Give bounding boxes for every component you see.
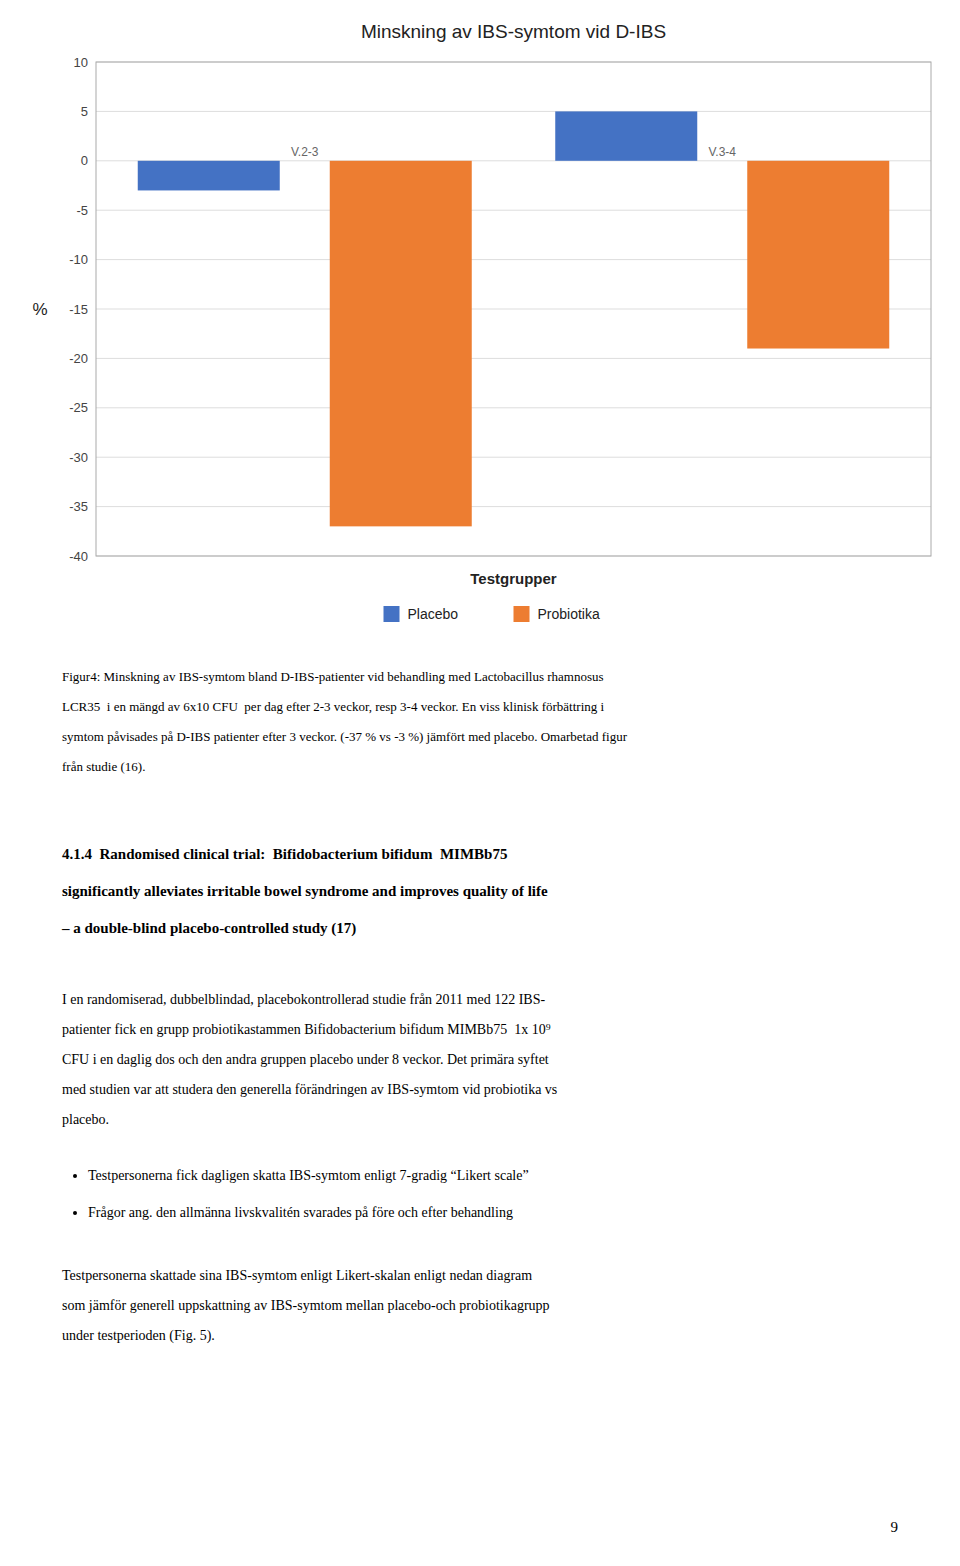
grid bbox=[96, 62, 931, 556]
plot-frame bbox=[96, 62, 931, 556]
body-line: Testpersonerna skattade sina IBS-symtom … bbox=[62, 1261, 942, 1291]
legend-swatch bbox=[384, 606, 400, 622]
y-tick-label: -35 bbox=[69, 499, 88, 514]
grid-line bbox=[96, 457, 931, 458]
page-number: 9 bbox=[891, 1519, 899, 1536]
body-line: I en randomiserad, dubbelblindad, placeb… bbox=[62, 985, 942, 1015]
bullet: Testpersonerna fick dagligen skatta IBS-… bbox=[88, 1157, 942, 1194]
y-tick-label: -10 bbox=[69, 252, 88, 267]
heading-line: – a double-blind placebo-controlled stud… bbox=[62, 910, 942, 947]
body-line: med studien var att studera den generell… bbox=[62, 1075, 942, 1105]
category-label: V.2-3 bbox=[291, 145, 319, 159]
caption-line: från studie (16). bbox=[62, 752, 942, 782]
body-line: patienter fick en grupp probiotikastamme… bbox=[62, 1015, 942, 1045]
y-tick-label: -25 bbox=[69, 400, 88, 415]
legend-swatch bbox=[514, 606, 530, 622]
text-section: Figur4: Minskning av IBS-symtom bland D-… bbox=[62, 662, 942, 1351]
body-line: som jämför generell uppskattning av IBS-… bbox=[62, 1291, 942, 1321]
y-axis-label: % bbox=[32, 300, 47, 319]
caption-line: symtom påvisades på D-IBS patienter efte… bbox=[62, 722, 942, 752]
body-line: placebo. bbox=[62, 1105, 942, 1135]
title: Minskning av IBS-symtom vid D-IBS bbox=[361, 21, 666, 42]
grid-line bbox=[96, 358, 931, 359]
caption-line: Figur4: Minskning av IBS-symtom bland D-… bbox=[62, 662, 942, 692]
y-tick-label: -5 bbox=[76, 203, 88, 218]
grid-line bbox=[96, 407, 931, 408]
y-tick-label: -20 bbox=[69, 351, 88, 366]
y-tick-label: 0 bbox=[81, 153, 88, 168]
y-tick-label: -30 bbox=[69, 450, 88, 465]
category-label: V.3-4 bbox=[708, 145, 736, 159]
bar bbox=[555, 111, 697, 160]
grid-line bbox=[96, 111, 931, 112]
legend-label: Placebo bbox=[408, 606, 459, 622]
bar bbox=[330, 161, 472, 527]
caption-line: LCR35 i en mängd av 6x10 CFU per dag eft… bbox=[62, 692, 942, 722]
y-tick-label: -15 bbox=[69, 302, 88, 317]
grid-line bbox=[96, 506, 931, 507]
bullet: Frågor ang. den allmänna livskvalitén sv… bbox=[88, 1194, 942, 1231]
bar bbox=[747, 161, 889, 349]
x-axis-label: Testgrupper bbox=[470, 570, 557, 587]
bullet-list: Testpersonerna fick dagligen skatta IBS-… bbox=[62, 1157, 942, 1231]
body-line: CFU i en daglig dos och den andra gruppe… bbox=[62, 1045, 942, 1075]
legend-label: Probiotika bbox=[538, 606, 600, 622]
legend: Placebo Probiotika bbox=[384, 606, 600, 622]
chart: Minskning av IBS-symtom vid D-IBS 10 5 0 -5 -… bbox=[0, 0, 960, 650]
heading-line: significantly alleviates irritable bowel… bbox=[62, 873, 942, 910]
y-tick-label: 10 bbox=[74, 55, 88, 70]
body-line: under testperioden (Fig. 5). bbox=[62, 1321, 942, 1351]
bar bbox=[138, 161, 280, 191]
y-tick-label: -40 bbox=[69, 549, 88, 564]
y-tick-label: 5 bbox=[81, 104, 88, 119]
heading-line: 4.1.4 Randomised clinical trial: Bifidob… bbox=[62, 836, 942, 873]
bars bbox=[138, 111, 890, 526]
